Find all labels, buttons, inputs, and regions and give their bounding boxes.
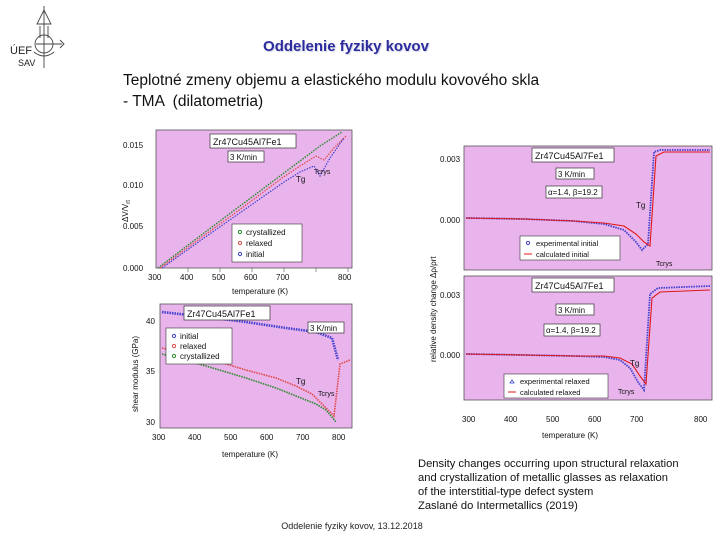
density-top-tcrys-label: Tcrys (656, 261, 673, 268)
density-bottom-calculated (465, 289, 711, 386)
volume-legend-item-1: crystallized (246, 228, 286, 237)
volume-curve-relaxed (159, 135, 347, 269)
density-top-ytick-0: 0.003 (440, 155, 461, 164)
volume-xtick-5: 800 (338, 273, 352, 282)
density-top-tg-label: Tg (636, 201, 645, 210)
density-xtick-5: 800 (694, 415, 708, 424)
header-title: Oddelenie fyziky kovov (263, 38, 429, 55)
caption-line-4: Zaslané do Intermetallics (2019) (418, 500, 578, 512)
volume-ytick-3: 0.015 (123, 141, 144, 150)
volume-xtick-4: 700 (276, 273, 290, 282)
volume-composition: Zr47Cu45Al7Fe1 (213, 137, 282, 147)
shear-xtick-4: 700 (296, 433, 310, 442)
page-header: Oddelenie fyziky kovov (0, 38, 720, 55)
density-top-composition: Zr47Cu45Al7Fe1 (535, 151, 604, 161)
shear-legend-item-2: relaxed (180, 342, 206, 351)
volume-xlabel: temperature (K) (232, 287, 288, 296)
density-bottom-params: α=1.4, β=19.2 (546, 326, 596, 335)
density-bottom-tcrys-label: Tcrys (618, 389, 635, 396)
volume-tg-label: Tg (296, 175, 305, 184)
shear-xtick-5: 800 (332, 433, 346, 442)
shear-xtick-3: 600 (260, 433, 274, 442)
density-bottom-ytick-0: 0.003 (440, 291, 461, 300)
svg-text:ΔV/Vrt: ΔV/Vrt (121, 200, 132, 222)
shear-legend-item-1: initial (180, 332, 198, 341)
volume-xtick-3: 600 (244, 273, 258, 282)
density-top-params: α=1.4, β=19.2 (548, 188, 598, 197)
shear-xlabel: temperature (K) (222, 450, 278, 459)
density-top-legend-item-1: experimental initial (536, 239, 598, 248)
volume-xtick-2: 500 (212, 273, 226, 282)
density-change-figure: Zr47Cu45Al7Fe1 3 K/min α=1.4, β=19.2 exp… (429, 145, 713, 440)
volume-xtick-1: 400 (180, 273, 194, 282)
slide-title-line-2: - TMA (dilatometria) (123, 93, 264, 110)
slide-title: Teplotné zmeny objemu a elastického modu… (123, 70, 643, 112)
density-xlabel: temperature (K) (542, 431, 598, 440)
volume-legend-item-2: relaxed (246, 239, 272, 248)
logo-text-top: ÚEF (10, 44, 32, 57)
volume-legend (231, 223, 303, 263)
density-bottom-legend (503, 373, 609, 399)
density-xtick-3: 600 (588, 415, 602, 424)
shear-curve-crystallized (161, 353, 337, 423)
density-bottom-tg-label: Tg (630, 359, 639, 368)
volume-ylabel: ΔV/V (121, 203, 130, 222)
shear-ytick-2: 40 (146, 317, 155, 326)
volume-ytick-1: 0.005 (123, 222, 144, 231)
density-bottom-composition: Zr47Cu45Al7Fe1 (535, 281, 604, 291)
logo-text-bottom: SAV (18, 58, 35, 68)
volume-curve-crystallized (157, 131, 343, 269)
density-bottom-rate: 3 K/min (558, 306, 585, 315)
shear-tg-label: Tg (296, 377, 305, 386)
volume-curve-initial (161, 137, 345, 269)
shear-legend (165, 327, 233, 365)
footer-text: Oddelenie fyziky kovov, 13.12.2018 (281, 521, 423, 531)
shear-ytick-1: 35 (146, 367, 155, 376)
shear-curve-initial (161, 310, 340, 361)
shear-tcrys-label: Tcrys (318, 391, 335, 398)
density-xtick-2: 500 (546, 415, 560, 424)
volume-ytick-0: 0.000 (123, 264, 144, 273)
shear-modulus-figure: Zr47Cu45Al7Fe1 3 K/min initial relaxed c… (131, 303, 353, 459)
figure-caption: Density changes occurring upon structura… (418, 457, 718, 513)
slide-footer: Oddelenie fyziky kovov, 13.12.2018 (0, 521, 720, 531)
volume-legend-item-3: initial (246, 250, 264, 259)
shear-xtick-1: 400 (188, 433, 202, 442)
density-top-legend (519, 235, 621, 261)
shear-xtick-2: 500 (224, 433, 238, 442)
shear-composition: Zr47Cu45Al7Fe1 (187, 309, 256, 319)
shear-rate: 3 K/min (310, 324, 337, 333)
density-ylabel: relative density change Δρ/ρrt (429, 256, 438, 362)
caption-line-1: Density changes occurring upon structura… (418, 458, 679, 470)
volume-change-figure: Zr47Cu45Al7Fe1 3 K/min Tg Tcrys crystall… (121, 129, 353, 296)
density-top-legend-item-2: calculated initial (536, 250, 589, 259)
density-bottom-ytick-1: 0.000 (440, 351, 461, 360)
shear-ylabel: shear modulus (GPa) (131, 336, 140, 412)
volume-xtick-0: 300 (148, 273, 162, 282)
density-bottom-legend-item-2: calculated relaxed (520, 388, 580, 397)
density-xtick-4: 700 (630, 415, 644, 424)
volume-ytick-2: 0.010 (123, 181, 144, 190)
density-xtick-1: 400 (504, 415, 518, 424)
caption-line-2: and crystallization of metallic glasses … (418, 472, 668, 484)
density-xtick-0: 300 (462, 415, 476, 424)
density-bottom-legend-item-1: experimental relaxed (520, 377, 590, 386)
shear-xtick-0: 300 (152, 433, 166, 442)
volume-ylabel-sub: rt (126, 200, 132, 204)
caption-line-3: of the interstitial-type defect system (418, 486, 594, 498)
slide-title-line-1: Teplotné zmeny objemu a elastického modu… (123, 72, 540, 89)
institute-logo-icon: ÚEF SAV (10, 6, 65, 68)
volume-tcrys-label: Tcrys (314, 169, 331, 176)
density-top-ytick-1: 0.000 (440, 216, 461, 225)
shear-ytick-0: 30 (146, 418, 155, 427)
volume-rate: 3 K/min (230, 153, 257, 162)
density-top-rate: 3 K/min (558, 170, 585, 179)
density-top-calculated (465, 151, 710, 247)
shear-legend-item-3: crystallized (180, 352, 220, 361)
